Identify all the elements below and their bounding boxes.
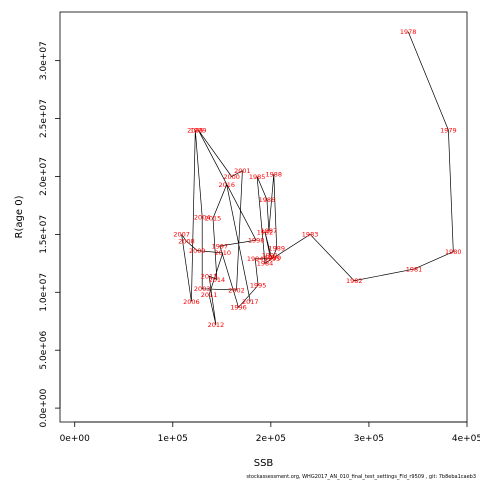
- point-year-1994: 1994: [247, 255, 264, 263]
- point-year-1978: 1978: [400, 28, 417, 36]
- x-tick-label: 3e+05: [354, 434, 384, 444]
- sr-series: [181, 31, 454, 325]
- y-tick-label: 1.0e+07: [39, 273, 49, 312]
- x-axis-title: SSB: [254, 458, 274, 469]
- point-year-2001: 2001: [234, 167, 251, 175]
- point-year-2017: 2017: [242, 298, 259, 306]
- y-tick-label: 3.0e+07: [39, 41, 49, 80]
- point-year-1986: 1986: [259, 196, 276, 204]
- y-tick-label: 2.5e+07: [39, 99, 49, 138]
- point-year-1979: 1979: [440, 126, 457, 134]
- point-year-2005: 2005: [187, 126, 204, 134]
- point-year-1996: 1996: [230, 304, 247, 312]
- point-year-1987: 1987: [261, 227, 278, 235]
- y-tick-label: 0.0e+00: [39, 388, 49, 427]
- point-year-1991: 1991: [262, 252, 279, 260]
- point-year-2013: 2013: [201, 272, 218, 280]
- point-year-2010: 2010: [215, 249, 232, 257]
- point-year-1988: 1988: [266, 170, 283, 178]
- point-year-1985: 1985: [249, 173, 266, 181]
- point-year-1983: 1983: [302, 231, 319, 239]
- y-tick-label: 1.5e+07: [39, 215, 49, 254]
- point-year-2007: 2007: [173, 231, 190, 239]
- point-year-1995: 1995: [250, 282, 267, 290]
- point-year-1990: 1990: [265, 254, 282, 262]
- y-tick-label: 5.0e+06: [39, 330, 49, 369]
- x-tick-label: 4e+05: [452, 434, 480, 444]
- footer-text: stockassessment.org, WHG2017_AN_010_fina…: [246, 474, 476, 480]
- point-year-2008: 2008: [178, 238, 195, 246]
- point-year-2003: 2003: [194, 285, 211, 293]
- point-year-2016: 2016: [218, 181, 235, 189]
- point-year-2015: 2015: [205, 214, 222, 222]
- x-tick-label: 2e+05: [256, 434, 286, 444]
- point-year-1998: 1998: [248, 236, 265, 244]
- point-year-2012: 2012: [208, 321, 225, 329]
- x-tick-label: 1e+05: [158, 434, 188, 444]
- y-axis: 0.0e+00 5.0e+06 1.0e+07 1.5e+07 2.0e+07 2.5e+…: [39, 41, 61, 428]
- sr-trajectory-line: [181, 31, 454, 325]
- point-year-1993: 1993: [264, 255, 281, 263]
- point-year-1997: 1997: [212, 242, 229, 250]
- point-year-2002: 2002: [228, 286, 245, 294]
- point-year-2014: 2014: [209, 276, 226, 284]
- y-axis-title: R(age 0): [14, 195, 25, 238]
- point-year-2006: 2006: [183, 298, 200, 306]
- x-tick-label: 0e+00: [60, 434, 91, 444]
- point-year-1981: 1981: [406, 265, 423, 273]
- point-year-1992: 1992: [257, 228, 274, 236]
- y-tick-label: 2.0e+07: [39, 157, 49, 196]
- point-labels: 1978 1979 1980 1981 1982 1983 1984 1985 1986 1987…: [173, 28, 461, 329]
- point-year-2011: 2011: [201, 291, 218, 299]
- point-year-1980: 1980: [445, 248, 462, 256]
- x-axis: 0e+00 1e+05 2e+05 3e+05 4e+05: [60, 421, 480, 444]
- point-year-1982: 1982: [346, 277, 363, 285]
- point-year-2009: 2009: [189, 247, 206, 255]
- point-year-1989: 1989: [268, 245, 285, 253]
- point-year-1984: 1984: [257, 260, 274, 268]
- point-year-2000: 2000: [223, 173, 240, 181]
- point-year-2004: 2004: [194, 213, 211, 221]
- plot-frame: [59, 11, 468, 423]
- point-year-1999: 1999: [190, 126, 207, 134]
